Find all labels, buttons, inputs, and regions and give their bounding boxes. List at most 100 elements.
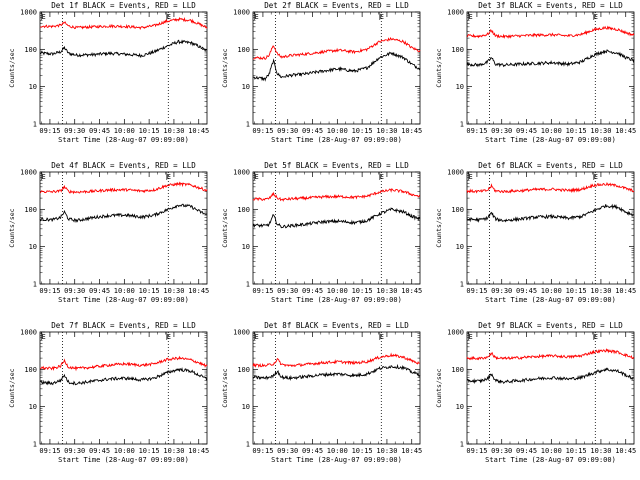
y-axis-label: Counts/sec bbox=[221, 48, 229, 87]
x-tick-label: 09:15 bbox=[39, 447, 60, 455]
x-tick-label: 09:15 bbox=[39, 127, 60, 135]
y-tick-label: 1000 bbox=[20, 329, 37, 337]
panel-det-5: Det 5f BLACK = Events, RED = LLD 1 10 100 10… bbox=[221, 161, 422, 304]
x-tick-label: 09:15 bbox=[39, 287, 60, 295]
x-tick-label: 09:30 bbox=[491, 127, 512, 135]
chart-title: Det 9f BLACK = Events, RED = LLD bbox=[478, 321, 623, 330]
x-tick-label: 09:30 bbox=[277, 447, 298, 455]
x-tick-label: 09:30 bbox=[277, 127, 298, 135]
plot-frame bbox=[466, 171, 635, 285]
event-marker-label: E bbox=[167, 173, 171, 181]
x-tick-label: 10:00 bbox=[541, 447, 562, 455]
x-tick-label: 10:00 bbox=[541, 127, 562, 135]
x-tick-label: 10:30 bbox=[376, 127, 397, 135]
x-tick-label: 09:45 bbox=[516, 447, 537, 455]
y-tick-label: 100 bbox=[24, 206, 37, 214]
x-axis-label: Start Time (28-Aug-07 09:09:00) bbox=[485, 456, 616, 464]
chart-title: Det 8f BLACK = Events, RED = LLD bbox=[264, 321, 409, 330]
x-axis-label: Start Time (28-Aug-07 09:09:00) bbox=[58, 136, 189, 144]
series-events-line bbox=[39, 203, 207, 224]
y-tick-label: 100 bbox=[451, 366, 464, 374]
x-axis-label: Start Time (28-Aug-07 09:09:00) bbox=[271, 136, 402, 144]
x-tick-label: 09:30 bbox=[277, 287, 298, 295]
x-axis-label: Start Time (28-Aug-07 09:09:00) bbox=[271, 296, 402, 304]
event-marker-label: E bbox=[469, 173, 473, 181]
event-marker-label: E bbox=[594, 333, 598, 341]
event-marker-label: E bbox=[594, 13, 598, 21]
chart-title: Det 6f BLACK = Events, RED = LLD bbox=[478, 161, 623, 170]
x-axis-label: Start Time (28-Aug-07 09:09:00) bbox=[485, 136, 616, 144]
x-tick-label: 10:30 bbox=[590, 447, 611, 455]
panel-det-6: Det 6f BLACK = Events, RED = LLD 1 10 100 10… bbox=[435, 161, 636, 304]
plot-frame bbox=[39, 171, 208, 285]
chart-title: Det 2f BLACK = Events, RED = LLD bbox=[264, 1, 409, 10]
y-tick-label: 1 bbox=[33, 441, 37, 449]
panel-det-7: Det 7f BLACK = Events, RED = LLD 1 10 100 10… bbox=[8, 321, 209, 464]
event-marker-label: E bbox=[42, 173, 46, 181]
y-tick-label: 1 bbox=[460, 281, 464, 289]
y-tick-label: 1 bbox=[246, 441, 250, 449]
y-tick-label: 1 bbox=[246, 121, 250, 129]
series-events-line bbox=[252, 51, 421, 82]
y-tick-label: 1 bbox=[33, 281, 37, 289]
plot-frame bbox=[39, 11, 208, 125]
series-lld-line bbox=[39, 355, 208, 372]
event-marker-label: E bbox=[380, 13, 384, 21]
x-tick-label: 10:30 bbox=[590, 287, 611, 295]
x-tick-label: 09:15 bbox=[466, 127, 487, 135]
series-lld-line bbox=[253, 37, 421, 60]
y-tick-label: 1000 bbox=[233, 169, 250, 177]
x-tick-label: 09:15 bbox=[252, 287, 273, 295]
x-tick-label: 10:15 bbox=[566, 447, 587, 455]
x-tick-label: 09:45 bbox=[89, 287, 110, 295]
x-tick-label: 10:15 bbox=[352, 287, 373, 295]
chart-title: Det 7f BLACK = Events, RED = LLD bbox=[51, 321, 196, 330]
y-axis-label: Counts/sec bbox=[8, 368, 16, 407]
x-tick-label: 10:30 bbox=[376, 287, 397, 295]
y-tick-label: 10 bbox=[29, 83, 37, 91]
series-lld-line bbox=[252, 188, 421, 202]
x-tick-label: 10:00 bbox=[114, 287, 135, 295]
x-axis-label: Start Time (28-Aug-07 09:09:00) bbox=[58, 456, 189, 464]
x-tick-label: 10:15 bbox=[139, 287, 160, 295]
x-tick-label: 09:15 bbox=[252, 447, 273, 455]
y-tick-label: 1 bbox=[33, 121, 37, 129]
y-tick-label: 1 bbox=[460, 441, 464, 449]
x-tick-label: 09:30 bbox=[491, 287, 512, 295]
x-tick-label: 10:00 bbox=[327, 127, 348, 135]
event-marker-label: E bbox=[255, 173, 259, 181]
y-tick-label: 10 bbox=[456, 83, 464, 91]
y-tick-label: 1000 bbox=[233, 9, 250, 17]
event-marker-label: E bbox=[469, 13, 473, 21]
chart-title: Det 1f BLACK = Events, RED = LLD bbox=[51, 1, 196, 10]
x-tick-label: 10:15 bbox=[139, 127, 160, 135]
x-tick-label: 09:30 bbox=[64, 127, 85, 135]
plot-frame bbox=[252, 171, 421, 285]
x-tick-label: 10:00 bbox=[541, 287, 562, 295]
x-tick-label: 10:00 bbox=[114, 447, 135, 455]
plot-frame bbox=[39, 331, 208, 445]
y-axis-label: Counts/sec bbox=[8, 208, 16, 247]
series-events-line bbox=[466, 203, 635, 223]
x-tick-label: 10:45 bbox=[615, 287, 636, 295]
series-events-line bbox=[252, 207, 421, 229]
x-tick-label: 10:00 bbox=[327, 447, 348, 455]
x-tick-label: 09:30 bbox=[64, 447, 85, 455]
event-marker-label: E bbox=[42, 13, 46, 21]
y-tick-label: 100 bbox=[237, 366, 250, 374]
event-marker-label: E bbox=[380, 173, 384, 181]
y-tick-label: 10 bbox=[242, 403, 250, 411]
series-events-line bbox=[39, 367, 208, 386]
x-tick-label: 09:45 bbox=[89, 447, 110, 455]
x-axis-label: Start Time (28-Aug-07 09:09:00) bbox=[58, 296, 189, 304]
x-tick-label: 10:45 bbox=[401, 447, 422, 455]
panel-det-1: Det 1f BLACK = Events, RED = LLD 1 10 100 10… bbox=[8, 1, 209, 144]
x-tick-label: 10:15 bbox=[566, 127, 587, 135]
y-tick-label: 100 bbox=[237, 206, 250, 214]
x-tick-label: 09:45 bbox=[89, 127, 110, 135]
event-marker-label: E bbox=[380, 333, 384, 341]
y-tick-label: 1000 bbox=[233, 329, 250, 337]
event-marker-label: E bbox=[42, 333, 46, 341]
y-tick-label: 1000 bbox=[20, 169, 37, 177]
